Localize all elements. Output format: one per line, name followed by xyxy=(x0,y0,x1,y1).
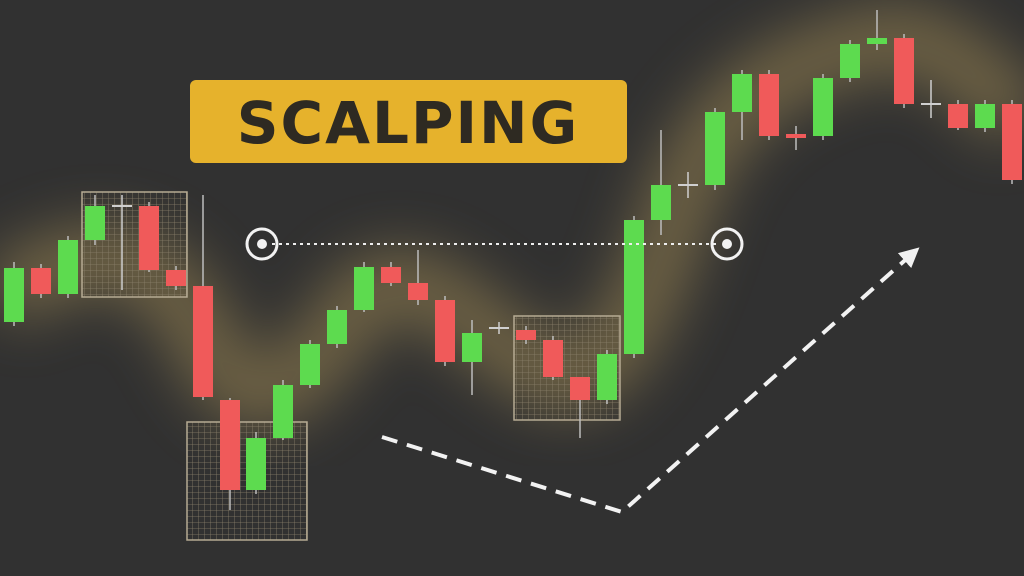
candle-body xyxy=(732,74,752,112)
candle-body xyxy=(58,240,78,294)
candle-body xyxy=(408,283,428,300)
level-point xyxy=(245,227,279,261)
candle-body xyxy=(975,104,995,128)
candle-body xyxy=(813,78,833,136)
title: SCALPING xyxy=(237,89,579,157)
candle-body xyxy=(705,112,725,185)
candle-body xyxy=(166,270,186,286)
candle-body xyxy=(300,344,320,385)
candle-body xyxy=(139,206,159,270)
candle-body xyxy=(840,44,860,78)
candle-body xyxy=(193,286,213,397)
candle-body xyxy=(894,38,914,104)
candle-body xyxy=(327,310,347,344)
level-point xyxy=(710,227,744,261)
candle-body xyxy=(759,74,779,136)
candle-body xyxy=(543,340,563,377)
level-point xyxy=(257,239,267,249)
title-box xyxy=(190,80,627,163)
trend-arrow xyxy=(381,247,920,515)
candle-body xyxy=(462,333,482,362)
candles xyxy=(4,10,1022,510)
candle-body xyxy=(597,354,617,400)
candle-body xyxy=(381,267,401,283)
candle-body xyxy=(31,268,51,294)
candle-body xyxy=(786,134,806,138)
candle-body xyxy=(516,330,536,340)
candle-body xyxy=(867,38,887,44)
level-point xyxy=(722,239,732,249)
candle-body xyxy=(220,400,240,490)
candle-body xyxy=(1002,104,1022,180)
candle-body xyxy=(624,220,644,354)
candle-body xyxy=(435,300,455,362)
candle-body xyxy=(354,267,374,310)
candle-body xyxy=(4,268,24,322)
candle-body xyxy=(948,104,968,128)
candle-body xyxy=(246,438,266,490)
candle-body xyxy=(273,385,293,438)
candle-body xyxy=(651,185,671,220)
candle-body xyxy=(85,206,105,240)
candle-body xyxy=(570,377,590,400)
